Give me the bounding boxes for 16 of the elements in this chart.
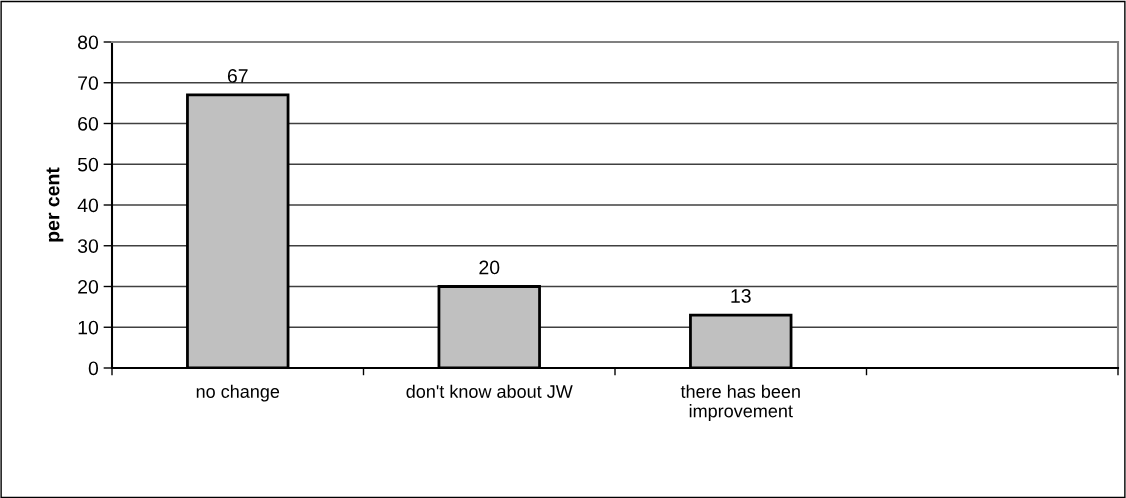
y-tick-label: 60	[78, 116, 99, 131]
y-tick-label: 0	[88, 361, 99, 376]
x-tick-label: there has been improvement	[680, 384, 800, 421]
y-axis-title: per cent	[46, 167, 64, 242]
y-tick-label: 70	[78, 76, 99, 90]
data-label: 13	[731, 289, 751, 303]
y-tick-label: 50	[77, 157, 99, 172]
y-tick-label: 40	[77, 198, 99, 213]
x-tick-label: don't know about JW	[406, 384, 573, 398]
y-tick-label: 20	[78, 279, 99, 294]
data-label: 67	[227, 69, 248, 83]
y-tick-label: 80	[78, 35, 99, 50]
x-tick-label: no change	[196, 384, 280, 402]
data-label: 20	[479, 260, 500, 275]
y-tick-label: 10	[78, 320, 99, 335]
y-tick-label: 30	[77, 239, 99, 253]
